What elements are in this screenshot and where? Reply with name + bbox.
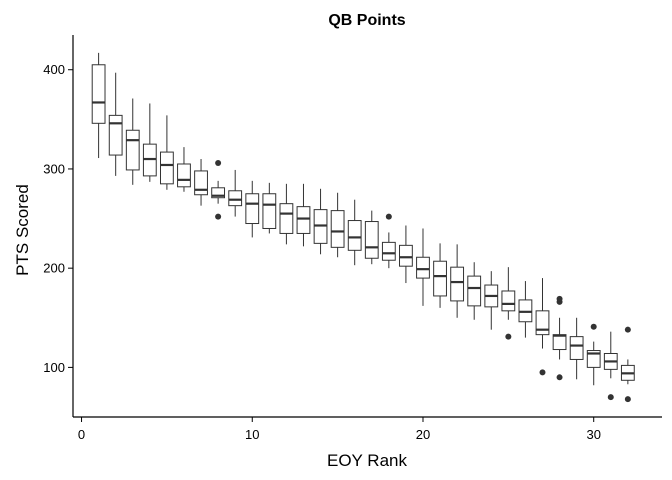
box-body <box>279 203 294 234</box>
box-14 <box>313 188 328 255</box>
axes: 0 10 20 30 100 200 300 400 <box>43 35 662 442</box>
box-outlier <box>607 394 614 401</box>
box-body <box>211 187 226 199</box>
box-outlier <box>590 323 597 330</box>
box-body <box>347 220 362 251</box>
box-body <box>108 114 123 156</box>
box-body <box>194 170 208 196</box>
box-28 <box>552 295 567 381</box>
box-31 <box>603 331 618 401</box>
y-tick-label: 200 <box>43 261 65 276</box>
box-25 <box>501 267 516 340</box>
box-body <box>467 275 482 307</box>
box-outlier <box>556 295 563 302</box>
box-5 <box>159 115 174 190</box>
x-tick-label: 20 <box>416 427 430 442</box>
box-30 <box>586 323 601 386</box>
y-axis-label: PTS Scored <box>13 184 32 276</box>
plot-area <box>91 52 635 403</box>
box-20 <box>416 228 430 306</box>
box-11 <box>262 182 277 234</box>
box-8 <box>211 159 226 220</box>
box-22 <box>450 244 465 318</box>
box-body <box>91 64 106 124</box>
box-26 <box>518 281 533 338</box>
box-body <box>228 190 243 207</box>
box-body <box>433 260 447 297</box>
box-outlier <box>505 333 512 340</box>
box-19 <box>399 225 413 284</box>
box-1 <box>91 52 106 159</box>
box-body <box>552 334 567 351</box>
box-body <box>262 193 277 229</box>
box-body <box>245 193 260 225</box>
x-ticks: 0 10 20 30 <box>78 417 601 442</box>
box-body <box>364 221 379 259</box>
box-13 <box>296 183 311 247</box>
box-body <box>501 290 516 312</box>
box-12 <box>279 183 294 245</box>
box-outlier <box>624 326 631 333</box>
box-17 <box>364 210 379 265</box>
box-outlier <box>539 369 546 376</box>
box-body <box>125 129 140 171</box>
x-axis-label: EOY Rank <box>327 451 408 470</box>
x-tick-label: 0 <box>78 427 85 442</box>
box-9 <box>228 169 243 217</box>
box-body <box>535 310 550 336</box>
box-16 <box>347 199 362 266</box>
box-outlier <box>624 396 631 403</box>
x-tick-label: 30 <box>586 427 600 442</box>
box-3 <box>125 98 140 185</box>
box-23 <box>467 262 482 320</box>
box-body <box>586 350 601 368</box>
box-24 <box>484 271 499 330</box>
box-body <box>450 266 465 302</box>
box-15 <box>330 192 345 258</box>
box-body <box>381 241 396 261</box>
box-outlier <box>556 374 563 381</box>
box-outlier <box>385 213 392 220</box>
y-tick-label: 100 <box>43 360 65 375</box>
box-4 <box>142 103 157 182</box>
box-body <box>177 163 191 188</box>
box-body <box>399 244 413 267</box>
box-6 <box>177 147 191 192</box>
box-10 <box>245 180 260 238</box>
y-ticks: 100 200 300 400 <box>43 62 73 375</box>
box-7 <box>194 159 208 206</box>
box-21 <box>433 243 447 308</box>
box-body <box>569 336 584 360</box>
box-29 <box>569 317 584 380</box>
box-outlier <box>215 213 222 220</box>
y-tick-label: 300 <box>43 161 65 176</box>
chart-title: QB Points <box>328 12 405 29</box>
box-outlier <box>215 159 222 166</box>
box-body <box>296 206 311 234</box>
box-body <box>416 256 430 279</box>
box-body <box>330 210 345 248</box>
y-tick-label: 400 <box>43 62 65 77</box>
x-tick-label: 10 <box>245 427 259 442</box>
box-18 <box>381 213 396 269</box>
box-32 <box>620 326 635 403</box>
box-body <box>159 151 174 185</box>
box-27 <box>535 278 550 376</box>
box-2 <box>108 72 123 176</box>
